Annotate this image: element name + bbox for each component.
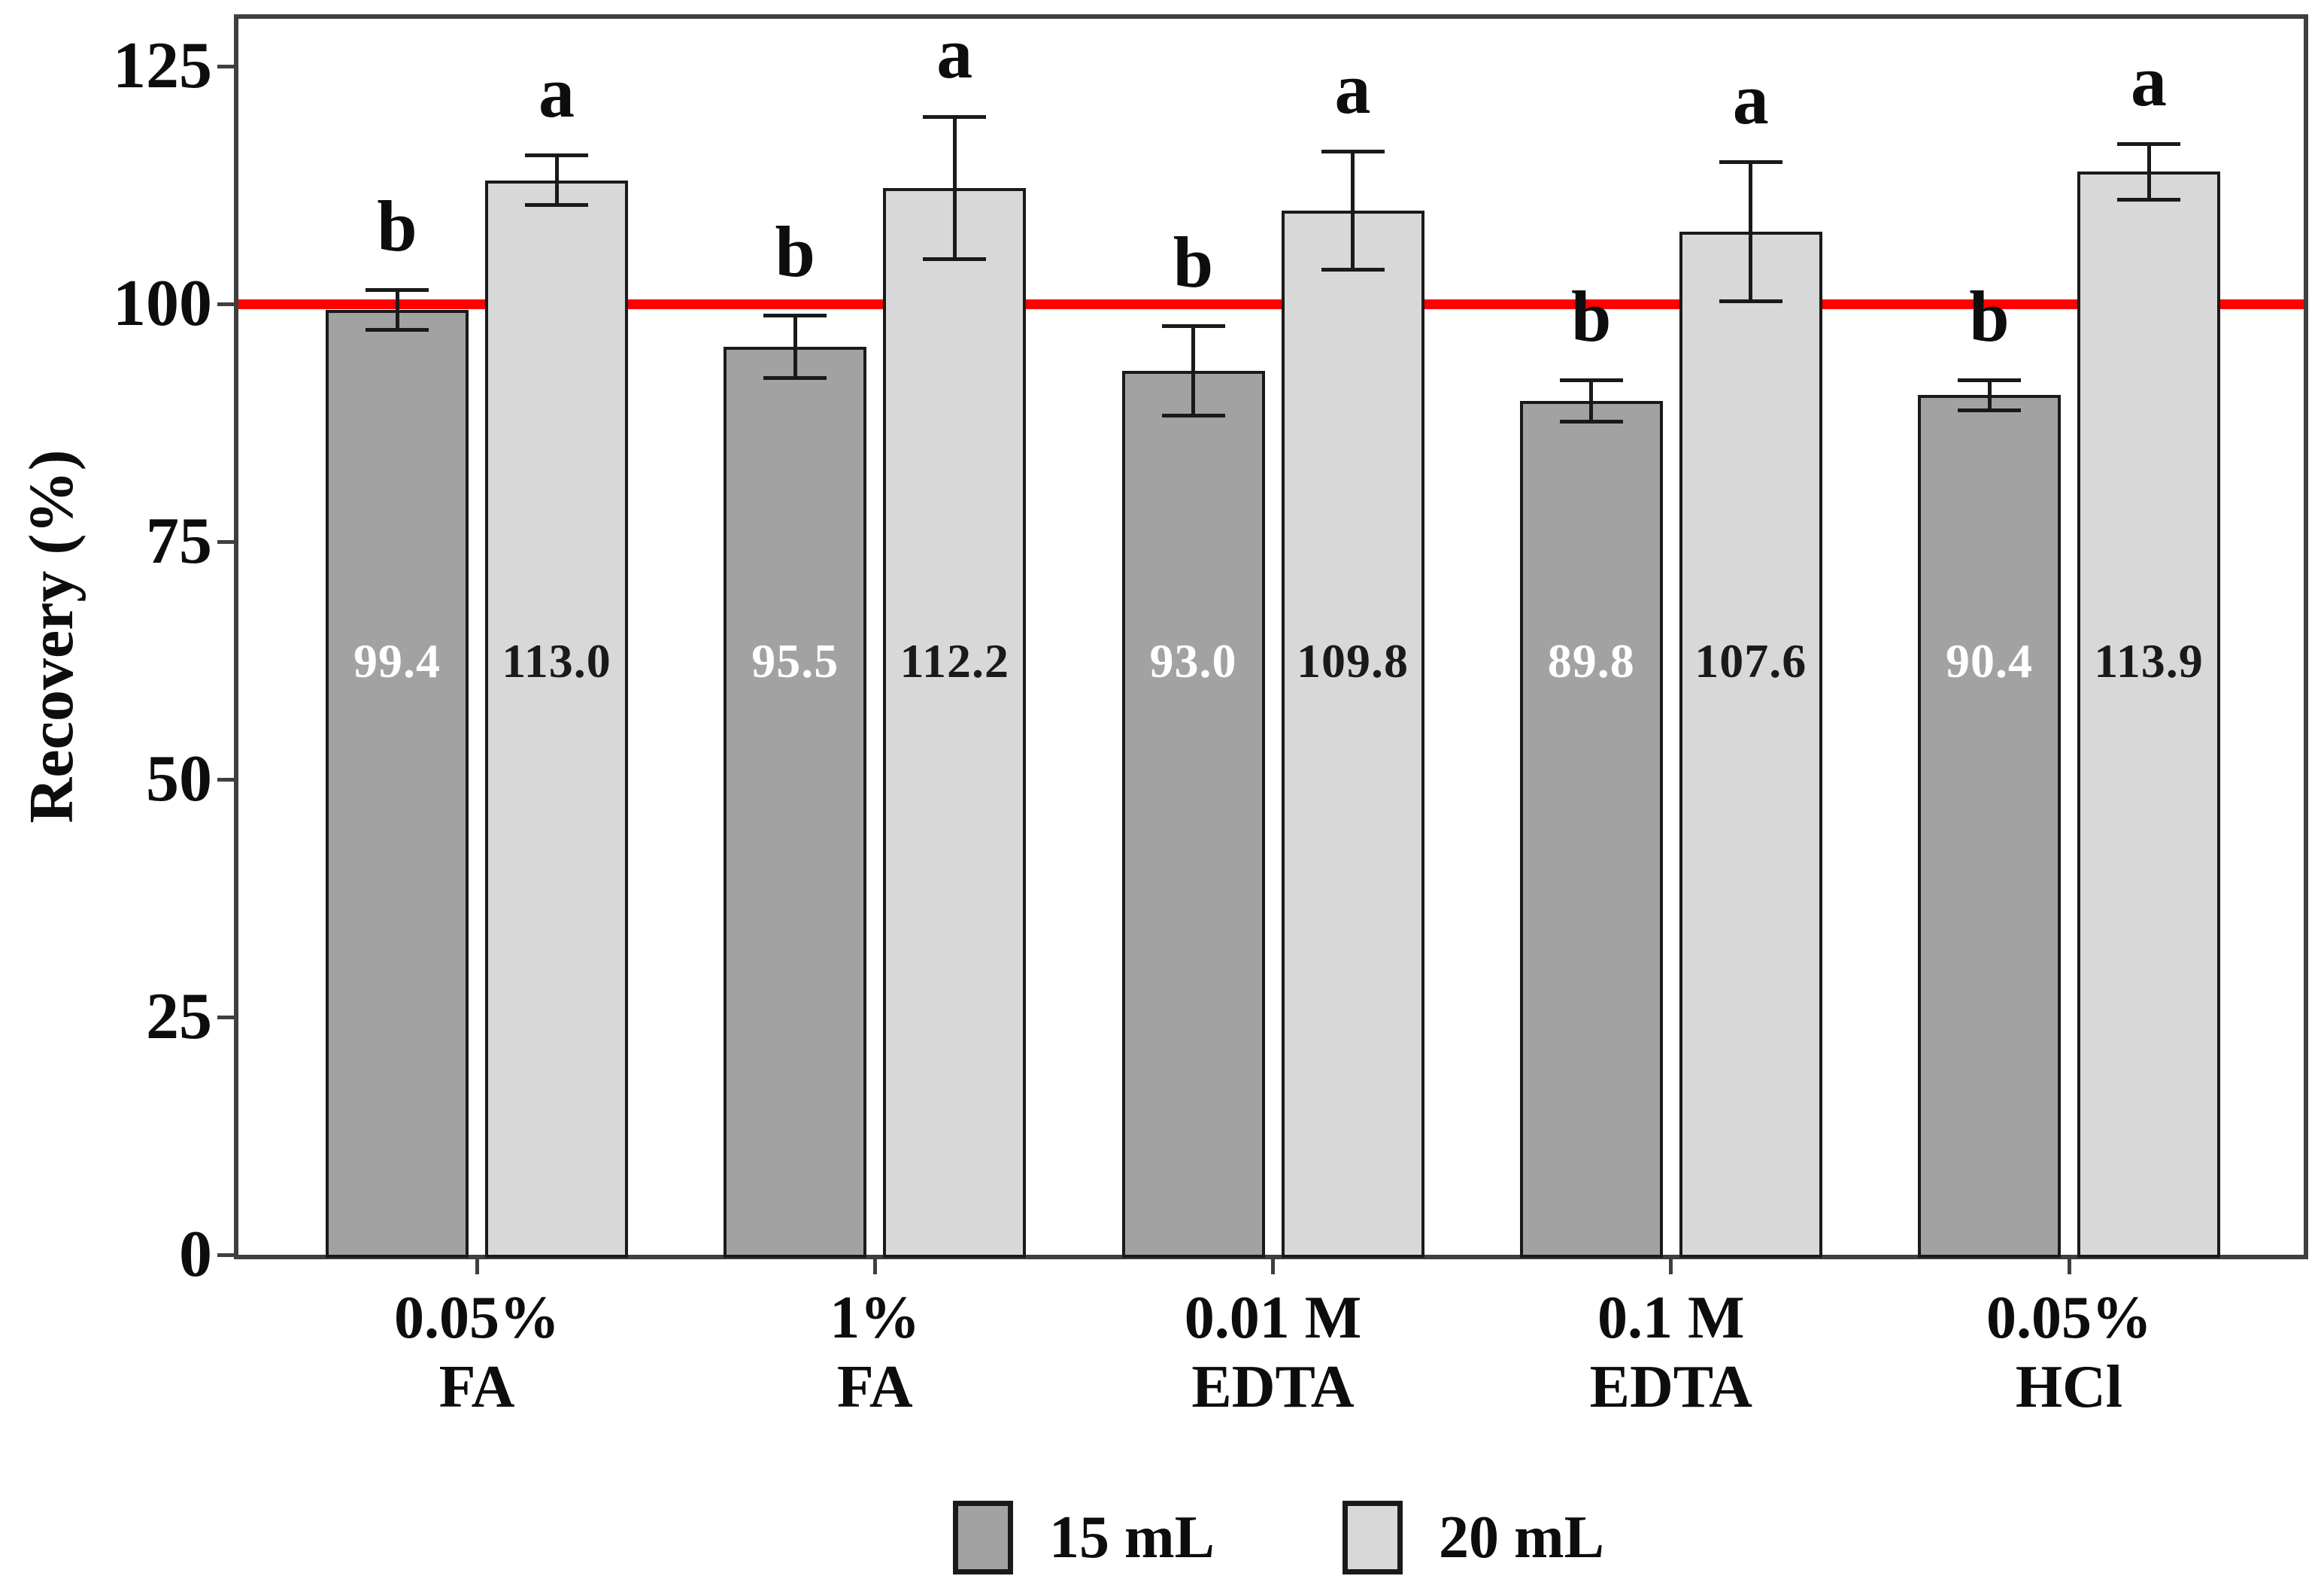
y-axis-tick [217, 64, 238, 68]
x-axis-tick [1669, 1255, 1673, 1274]
x-axis-tick [2067, 1255, 2071, 1274]
bar-value-label: 113.9 [2094, 634, 2204, 688]
legend: 15 mL 20 mL [953, 1501, 1604, 1574]
bar-value-label: 113.0 [502, 634, 611, 688]
significance-letter: b [775, 211, 815, 293]
significance-letter: b [1571, 276, 1612, 357]
error-bar-line [554, 155, 559, 205]
x-axis-category-label: 0.05% FA [394, 1285, 560, 1420]
x-axis-category-label: 0.05% HCl [1986, 1285, 2152, 1420]
legend-item-20ml: 20 mL [1343, 1501, 1604, 1574]
error-bar-cap-top [525, 153, 588, 158]
error-bar-cap-bottom [763, 376, 827, 381]
bar-15ml-group2 [724, 347, 867, 1258]
error-bar-cap-bottom [1161, 413, 1225, 418]
significance-letter: a [1334, 47, 1371, 129]
error-bar-line [395, 290, 399, 330]
significance-letter: a [936, 13, 973, 94]
y-axis-tick-label: 25 [146, 980, 212, 1054]
y-axis-tick-label: 75 [146, 505, 212, 578]
error-bar-cap-top [366, 287, 429, 292]
error-bar-cap-bottom [1958, 408, 2021, 413]
y-axis-tick-label: 0 [179, 1218, 212, 1291]
x-axis-tick [475, 1255, 479, 1274]
error-bar-cap-top [2117, 142, 2180, 147]
error-bar-line [1191, 326, 1195, 416]
error-bar-cap-bottom [366, 327, 429, 332]
bar-value-label: 109.8 [1297, 634, 1409, 688]
significance-letter: a [1732, 58, 1769, 139]
error-bar-cap-bottom [2117, 197, 2180, 202]
error-bar-line [1589, 380, 1594, 422]
error-bar-cap-top [923, 114, 987, 119]
significance-letter: b [377, 186, 417, 267]
x-axis-category-label: 0.1 M EDTA [1589, 1285, 1752, 1420]
bar-20ml-group1 [485, 180, 628, 1258]
bar-15ml-group3 [1121, 370, 1265, 1258]
x-axis-tick [1271, 1255, 1275, 1274]
bar-value-label: 93.0 [1149, 634, 1237, 688]
x-axis-category-label: 0.01 M EDTA [1184, 1285, 1362, 1420]
error-bar-cap-bottom [525, 203, 588, 208]
error-bar-cap-top [763, 313, 827, 317]
y-axis-tick-label: 50 [146, 742, 212, 816]
bar-15ml-group5 [1918, 395, 2061, 1258]
y-axis-tick [217, 302, 238, 306]
y-axis-tick [217, 539, 238, 544]
bar-15ml-group1 [326, 309, 469, 1258]
error-bar-cap-bottom [1559, 420, 1623, 424]
bar-20ml-group5 [2077, 172, 2220, 1258]
bar-15ml-group4 [1519, 401, 1663, 1258]
legend-swatch-20ml [1343, 1501, 1403, 1574]
legend-label-20ml: 20 mL [1439, 1505, 1604, 1571]
x-axis-tick [872, 1255, 877, 1274]
y-axis-tick-label: 125 [113, 29, 212, 103]
significance-letter: a [2131, 40, 2167, 121]
y-axis-title: Recovery (%) [16, 449, 86, 824]
legend-label-15ml: 15 mL [1049, 1505, 1215, 1571]
error-bar-line [1351, 151, 1355, 270]
bar-value-label: 89.8 [1547, 634, 1635, 688]
bar-20ml-group3 [1281, 211, 1424, 1258]
error-bar-cap-top [1559, 378, 1623, 382]
error-bar-cap-top [1321, 150, 1385, 154]
x-axis-category-label: 1% FA [830, 1285, 921, 1420]
bar-value-label: 95.5 [751, 634, 839, 688]
error-bar-cap-top [1161, 323, 1225, 328]
error-bar-line [2147, 144, 2151, 200]
significance-letter: b [1969, 276, 2010, 357]
error-bar-cap-top [1958, 378, 2021, 382]
significance-letter: a [539, 51, 575, 132]
error-bar-line [1987, 380, 1992, 411]
y-axis-tick [217, 1015, 238, 1019]
error-bar-cap-bottom [1719, 299, 1782, 303]
bar-value-label: 112.2 [900, 634, 1009, 688]
bar-value-label: 90.4 [1946, 634, 2033, 688]
error-bar-cap-top [1719, 160, 1782, 165]
error-bar-cap-bottom [1321, 268, 1385, 272]
legend-swatch-15ml [953, 1501, 1013, 1574]
legend-item-15ml: 15 mL [953, 1501, 1215, 1574]
bar-20ml-group2 [883, 187, 1027, 1258]
error-bar-line [793, 315, 797, 378]
error-bar-line [952, 117, 957, 260]
bar-value-label: 107.6 [1694, 634, 1807, 688]
significance-letter: b [1173, 222, 1214, 303]
y-axis-tick-label: 100 [113, 267, 212, 341]
error-bar-line [1749, 162, 1753, 302]
error-bar-cap-bottom [923, 257, 987, 262]
y-axis-tick [217, 1253, 238, 1257]
bar-20ml-group4 [1679, 232, 1822, 1258]
bar-value-label: 99.4 [353, 634, 441, 688]
y-axis-tick [217, 777, 238, 782]
